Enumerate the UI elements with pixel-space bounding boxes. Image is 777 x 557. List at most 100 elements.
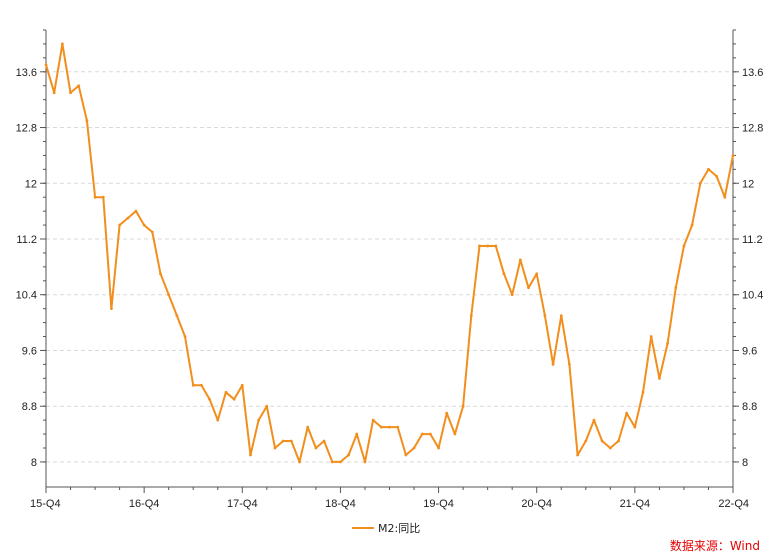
data-point — [249, 453, 252, 457]
data-point — [518, 258, 522, 262]
y-tick-label-left: 8.8 — [22, 401, 37, 413]
data-point — [437, 446, 440, 450]
y-tick-label-right: 11.2 — [742, 234, 763, 246]
data-point — [281, 439, 285, 443]
data-point — [142, 223, 146, 227]
data-point — [674, 286, 678, 290]
data-point — [641, 390, 645, 394]
data-point — [649, 335, 653, 338]
data-point — [159, 272, 162, 276]
data-point — [183, 335, 187, 338]
data-point — [559, 314, 563, 318]
data-point — [134, 209, 138, 213]
data-point — [118, 223, 122, 227]
y-tick-label-right: 9.6 — [742, 345, 757, 357]
x-tick-label: 20-Q4 — [521, 498, 552, 510]
data-point — [298, 460, 301, 464]
data-point — [265, 404, 269, 408]
data-point — [85, 119, 89, 122]
y-tick-label-right: 8.8 — [742, 401, 757, 413]
data-point — [731, 153, 735, 157]
data-point — [126, 216, 130, 220]
data-point — [199, 383, 203, 387]
y-tick-label-left: 12 — [25, 178, 37, 190]
data-point — [576, 453, 580, 457]
data-point — [527, 286, 530, 290]
data-point — [314, 446, 318, 450]
y-tick-label-right: 12 — [742, 178, 754, 190]
data-point — [347, 453, 351, 457]
data-point — [543, 314, 547, 318]
data-point — [478, 244, 481, 248]
data-point — [486, 244, 490, 248]
data-point — [232, 397, 236, 401]
y-tick-label-left: 9.6 — [22, 345, 37, 357]
data-point — [379, 425, 383, 429]
data-point — [625, 411, 629, 415]
data-point — [494, 244, 498, 248]
x-tick-label: 15-Q4 — [30, 498, 61, 510]
y-tick-label-right: 8 — [742, 457, 748, 469]
data-point — [339, 460, 342, 464]
data-point — [330, 460, 334, 464]
data-point — [502, 272, 506, 276]
x-tick-label: 17-Q4 — [227, 498, 258, 510]
data-point — [657, 376, 661, 380]
x-tick-label: 19-Q4 — [423, 498, 454, 510]
data-point — [420, 432, 424, 436]
data-point — [175, 314, 179, 318]
data-point — [371, 418, 375, 422]
data-point — [208, 397, 211, 401]
data-point — [412, 446, 416, 450]
data-point — [289, 439, 293, 443]
data-point — [52, 91, 56, 95]
data-point — [617, 439, 620, 443]
data-point — [690, 223, 694, 227]
data-point — [404, 453, 408, 457]
y-tick-label-right: 10.4 — [742, 290, 763, 302]
y-tick-label-left: 8 — [31, 457, 37, 469]
data-point — [469, 314, 473, 318]
data-point — [551, 362, 555, 366]
data-point — [93, 195, 97, 199]
grid-lines — [46, 71, 733, 463]
data-point — [608, 446, 612, 450]
y-tick-label-left: 10.4 — [16, 290, 37, 302]
data-point — [445, 411, 449, 415]
data-point — [101, 195, 105, 199]
data-point — [396, 425, 400, 429]
data-point — [191, 383, 195, 387]
data-point — [584, 439, 588, 443]
x-tick-label: 18-Q4 — [325, 498, 356, 510]
data-point — [510, 293, 514, 297]
y-tick-label-left: 11.2 — [16, 234, 37, 246]
tick-labels: 8 8 8.8 8.8 9.6 9.6 10.4 10.4 11.2 11.2 12 12 12.8 12… — [16, 67, 764, 510]
data-point — [453, 432, 457, 436]
data-point — [592, 418, 596, 422]
data-point — [363, 460, 367, 464]
data-point — [110, 307, 113, 311]
data-point — [600, 439, 604, 443]
data-point — [707, 167, 710, 171]
data-point — [77, 84, 81, 88]
data-point — [306, 425, 310, 429]
legend-label: M2:同比 — [378, 522, 420, 535]
y-tick-label-right: 13.6 — [742, 67, 763, 79]
data-point — [224, 390, 228, 394]
series-group — [44, 42, 735, 464]
axes — [40, 29, 739, 493]
data-point — [568, 362, 571, 366]
data-point — [69, 91, 72, 95]
series-line — [45, 42, 734, 463]
data-point — [715, 174, 719, 178]
data-point — [240, 383, 244, 387]
data-point — [167, 293, 171, 297]
x-tick-label: 21-Q4 — [620, 498, 651, 510]
data-point — [216, 418, 220, 422]
data-point — [257, 418, 261, 422]
data-point — [60, 42, 64, 46]
data-point — [322, 439, 326, 443]
data-point — [535, 272, 539, 276]
data-point — [682, 244, 686, 248]
